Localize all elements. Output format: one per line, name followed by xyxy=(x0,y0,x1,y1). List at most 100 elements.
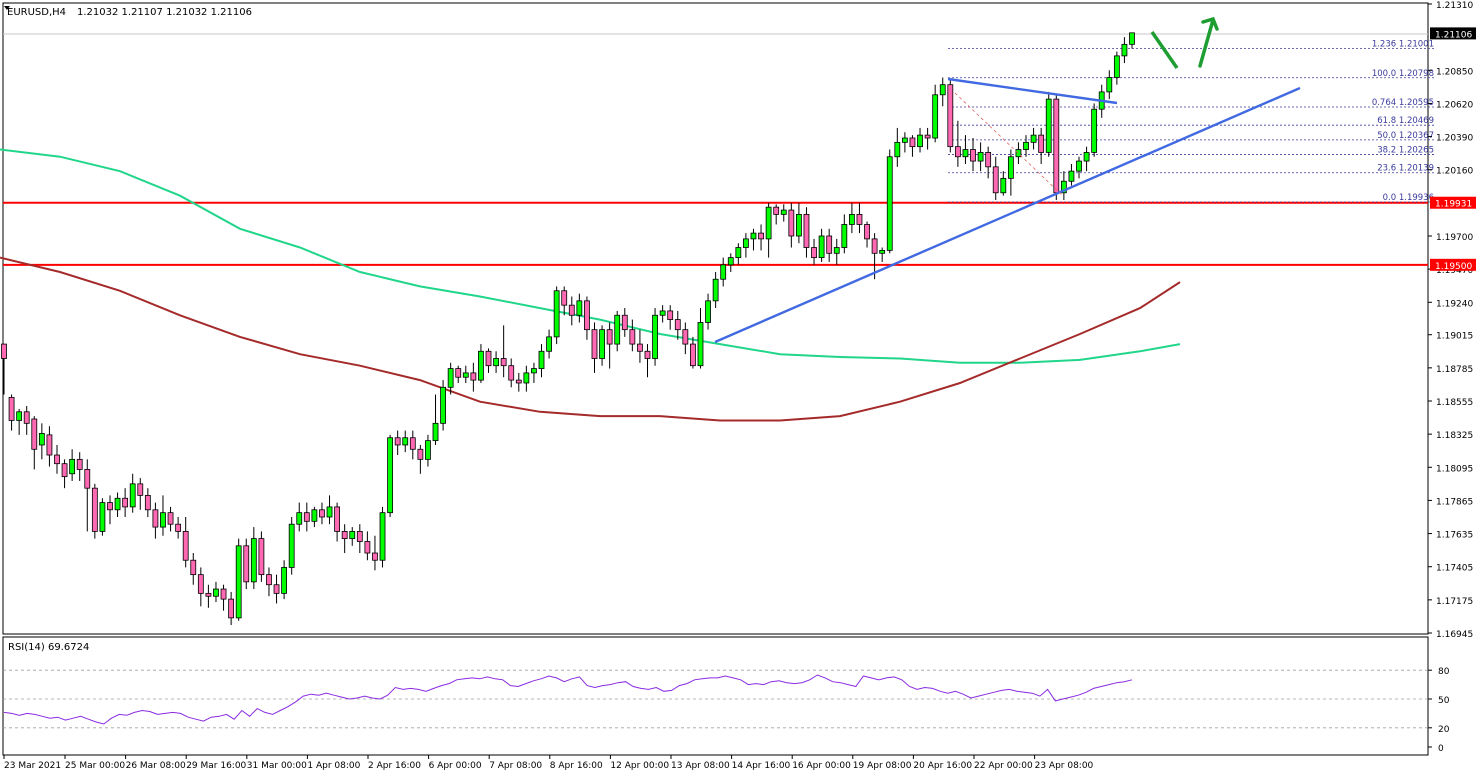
y-tick-label: 1.19470 xyxy=(1436,266,1473,276)
candle-body xyxy=(182,531,189,561)
candle-body xyxy=(674,319,681,331)
trendlines xyxy=(714,77,1301,344)
candle-body xyxy=(939,84,946,96)
candle-body xyxy=(167,512,174,525)
x-tick-label: 23 Apr 08:00 xyxy=(1035,761,1094,771)
candle-body xyxy=(91,487,98,532)
rsi-tick-label: 50 xyxy=(1438,696,1450,706)
candle-body xyxy=(462,372,469,378)
candle-body xyxy=(417,448,424,460)
candle-body xyxy=(576,300,583,316)
candle-body xyxy=(667,310,674,320)
x-tick-label: 12 Apr 00:00 xyxy=(610,761,669,771)
candle-body xyxy=(962,149,969,158)
candle-body xyxy=(387,437,393,514)
candle-body xyxy=(705,300,711,323)
candle-body xyxy=(1007,156,1014,179)
candle-body xyxy=(281,567,288,594)
candle-body xyxy=(311,509,318,522)
forecast-arrows xyxy=(1150,16,1219,69)
candle-body xyxy=(523,372,530,384)
candle-body xyxy=(1121,43,1128,57)
y-tick-label: 1.20160 xyxy=(1436,167,1473,177)
candle-body xyxy=(1,343,7,359)
candle-body xyxy=(303,512,310,522)
candle-body xyxy=(425,440,431,460)
fib-level-label: 0.764 1.20595 xyxy=(1372,98,1434,108)
candle-body xyxy=(758,232,764,240)
candle-body xyxy=(894,141,901,158)
candle-body xyxy=(637,343,643,352)
candle-body xyxy=(1106,77,1113,93)
y-tick-label: 1.17635 xyxy=(1436,531,1473,541)
candle-body xyxy=(803,213,810,248)
candle-body xyxy=(61,463,68,478)
x-tick-label: 1 Apr 08:00 xyxy=(307,761,360,771)
x-tick-label: 13 Apr 08:00 xyxy=(671,761,730,771)
candle-body xyxy=(568,304,575,316)
fib-swing-line xyxy=(954,92,1063,196)
candle-body xyxy=(334,506,341,532)
candles xyxy=(1,32,1135,626)
candle-body xyxy=(1030,134,1037,143)
candle-body xyxy=(500,358,507,367)
candle-body xyxy=(493,358,499,367)
x-tick-label: 16 Apr 00:00 xyxy=(792,761,851,771)
candle-body xyxy=(977,152,984,162)
candle-body xyxy=(273,584,280,594)
fibonacci-levels: 1.236 1.21001 100.0 1.20798 0.764 1.20595 6… xyxy=(948,40,1436,203)
candle-body xyxy=(129,483,136,508)
candle-body xyxy=(531,368,537,374)
up-arrow-icon xyxy=(1198,16,1219,68)
candle-body xyxy=(356,531,363,542)
x-tick-label: 2 Apr 16:00 xyxy=(368,761,421,771)
rsi-tick-label: 0 xyxy=(1438,744,1444,754)
candle-body xyxy=(349,531,356,540)
y-tick-label: 1.16945 xyxy=(1436,630,1473,640)
y-tick-label: 1.19700 xyxy=(1436,233,1473,243)
price-label-box xyxy=(1430,258,1476,271)
symbol-dropdown-icon[interactable] xyxy=(4,6,10,10)
candle-body xyxy=(1068,170,1075,182)
price-label-box xyxy=(1430,27,1476,40)
moving-averages xyxy=(0,148,1181,422)
y-tick-label: 1.17175 xyxy=(1436,597,1473,607)
rsi-line xyxy=(3,674,1133,725)
y-tick-label: 1.20390 xyxy=(1436,134,1473,144)
candle-body xyxy=(629,329,636,345)
descending-resistance-line xyxy=(947,77,1118,105)
candle-body xyxy=(841,224,848,248)
candle-body xyxy=(811,247,817,259)
x-tick-label: 31 Mar 00:00 xyxy=(247,761,307,771)
candle-body xyxy=(114,497,121,511)
candle-body xyxy=(137,483,144,496)
candle-body xyxy=(31,418,38,450)
header-ohlc: 1.21032 1.21107 1.21032 1.21106 xyxy=(77,7,252,18)
candle-body xyxy=(470,372,477,381)
candle-body xyxy=(258,538,265,576)
candle-body xyxy=(856,213,863,225)
candle-body xyxy=(107,502,113,511)
x-tick-label: 22 Apr 00:00 xyxy=(974,761,1033,771)
candle-body xyxy=(614,314,621,345)
candle-body xyxy=(780,209,787,215)
candle-body xyxy=(765,206,772,240)
candle-body xyxy=(621,314,628,331)
candle-body xyxy=(175,523,182,532)
main-panel-frame xyxy=(2,2,1429,635)
candle-body xyxy=(833,247,840,254)
price-label-text: 1.19931 xyxy=(1435,200,1472,210)
candle-body xyxy=(16,411,23,421)
candle-body xyxy=(599,329,605,359)
candle-body xyxy=(144,494,151,511)
y-tick-label: 1.18095 xyxy=(1436,464,1473,474)
candle-body xyxy=(954,146,961,158)
candle-body xyxy=(584,300,590,331)
main-panel: 1.236 1.21001 100.0 1.20798 0.764 1.20595 6… xyxy=(0,2,1436,635)
candle-body xyxy=(1091,108,1098,153)
candle-body xyxy=(1113,55,1120,78)
candle-body xyxy=(1015,149,1022,158)
candle-body xyxy=(515,379,522,384)
candle-body xyxy=(99,502,106,532)
candle-body xyxy=(243,545,250,583)
